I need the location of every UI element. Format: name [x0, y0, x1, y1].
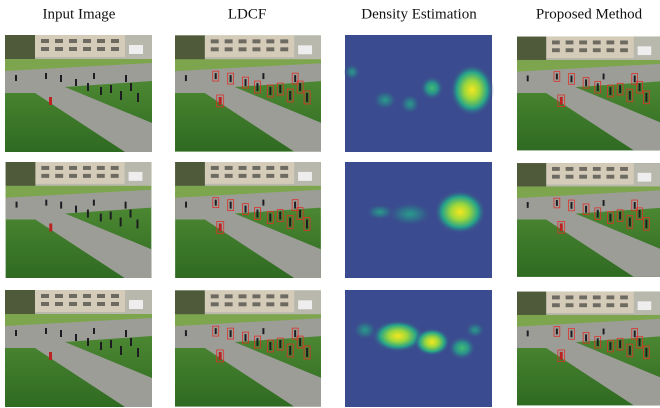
column-header: Proposed Method: [536, 6, 643, 22]
ldcf-image: [175, 290, 321, 406]
ldcf-image: [175, 162, 321, 278]
input-image: [5, 290, 152, 407]
proposed-image: [517, 163, 660, 277]
density-map: [345, 290, 492, 407]
density-map: [344, 35, 494, 152]
figure: Input Image LDCF Density Estimation Prop…: [0, 0, 660, 408]
input-image: [5, 35, 152, 152]
column-header: LDCF: [228, 6, 266, 22]
column-header: Density Estimation: [361, 6, 477, 22]
proposed-image: [517, 37, 660, 151]
input-image: [6, 162, 152, 278]
proposed-image: [517, 292, 660, 406]
ldcf-image: [175, 35, 321, 151]
density-map: [345, 162, 492, 278]
column-header: Input Image: [43, 6, 116, 22]
